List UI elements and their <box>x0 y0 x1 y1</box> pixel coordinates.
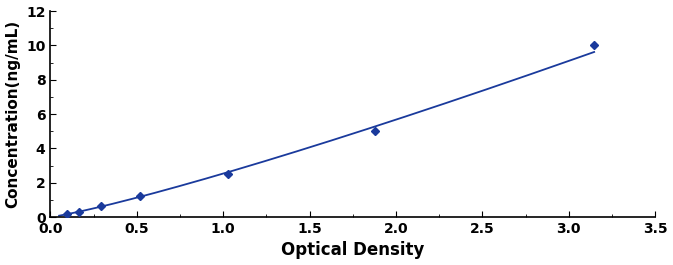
X-axis label: Optical Density: Optical Density <box>281 241 425 259</box>
Y-axis label: Concentration(ng/mL): Concentration(ng/mL) <box>5 20 21 208</box>
